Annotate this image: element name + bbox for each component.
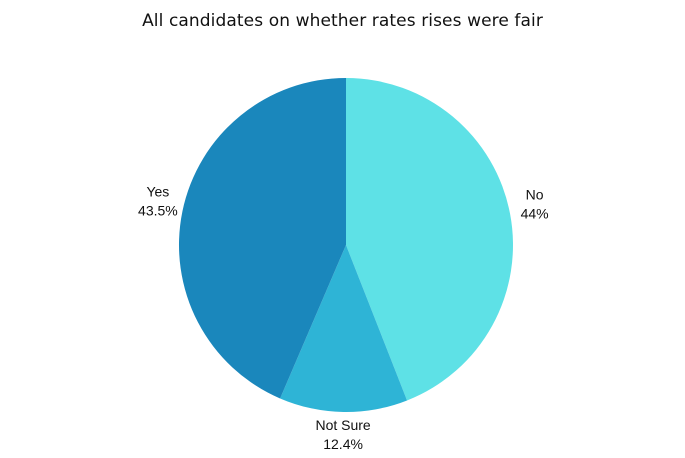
pie-labels: No 44% Not Sure 12.4% Yes 43.5% (138, 183, 549, 452)
slice-label-name: Not Sure (315, 417, 370, 433)
pie-slices (178, 78, 513, 413)
slice-label-value: 44% (521, 205, 549, 221)
slice-label-no: No 44% (521, 186, 549, 221)
pie-slice-yes (178, 78, 346, 399)
chart-title: All candidates on whether rates rises we… (142, 11, 543, 31)
slice-label-name: Yes (146, 183, 169, 199)
pie-slice-not-sure (280, 245, 408, 413)
slice-label-not-sure: Not Sure 12.4% (315, 417, 370, 452)
pie-slice-no (346, 78, 513, 401)
slice-label-name: No (526, 186, 544, 202)
slice-label-value: 43.5% (138, 202, 178, 218)
slice-label-value: 12.4% (323, 436, 363, 452)
slice-label-yes: Yes 43.5% (138, 183, 178, 218)
